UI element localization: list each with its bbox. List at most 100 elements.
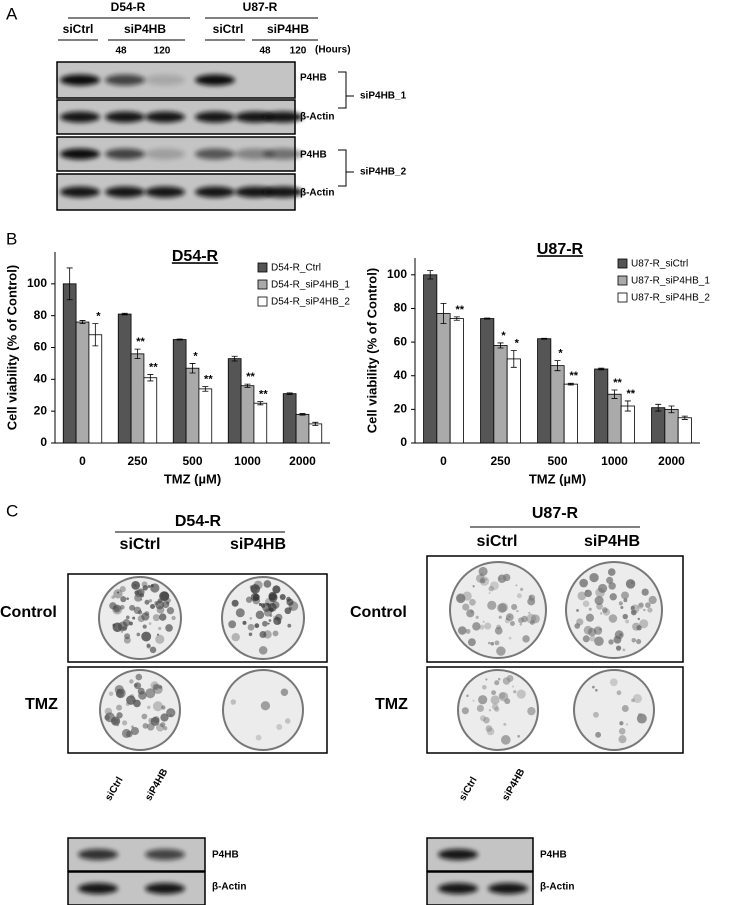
colony [480, 578, 486, 584]
colony [609, 593, 617, 601]
colony [636, 625, 642, 631]
significance: * [501, 330, 506, 342]
panel-label: C [6, 501, 18, 520]
y-tick-label: 100 [27, 276, 47, 290]
colony [126, 597, 129, 600]
colony [279, 593, 286, 600]
colony [260, 701, 271, 711]
significance: ** [204, 373, 213, 385]
colony [518, 617, 524, 624]
blot-band [438, 883, 478, 894]
colony [487, 600, 497, 610]
significance: ** [136, 336, 145, 348]
blot-label: β-Actin [300, 188, 334, 199]
colony [284, 607, 292, 615]
legend-label: D54-R_Ctrl [271, 263, 321, 274]
error-bar [681, 415, 688, 420]
colony [637, 712, 642, 717]
y-tick-label: 40 [34, 372, 48, 386]
colony [150, 604, 156, 610]
colony [111, 595, 115, 599]
colony [147, 585, 151, 588]
y-tick-label: 60 [394, 334, 408, 348]
colony [148, 599, 153, 603]
colony [508, 636, 512, 640]
colony [498, 602, 509, 612]
bar [651, 407, 666, 444]
colony [488, 585, 494, 592]
significance: ** [456, 304, 465, 316]
colony [122, 627, 125, 630]
error-bar [121, 312, 128, 316]
colony [131, 725, 134, 728]
bar [677, 417, 692, 444]
cell-line: U87-R [243, 0, 278, 14]
plate [573, 669, 655, 751]
y-tick-label: 80 [34, 308, 48, 322]
colony [147, 705, 151, 710]
error-bar [624, 400, 631, 412]
blot-band [105, 111, 145, 123]
x-tick-label: 500 [182, 454, 202, 468]
error-bar [440, 303, 447, 324]
legend-label: U87-R_siP4HB_1 [631, 276, 710, 287]
colony [154, 601, 159, 606]
bar [198, 388, 213, 444]
colony [522, 635, 530, 643]
colony [158, 685, 163, 689]
y-axis-title: Cell viability (% of Control) [4, 265, 19, 430]
bar [449, 318, 464, 444]
bar [172, 339, 187, 444]
colony [625, 619, 630, 624]
colony [625, 723, 628, 726]
colony [231, 633, 240, 642]
colony [621, 591, 629, 600]
colony [255, 610, 265, 620]
blot-label: P4HB [300, 73, 327, 84]
colony [613, 635, 622, 644]
bar [506, 358, 521, 444]
colony [482, 620, 485, 623]
colony [485, 725, 493, 732]
colony [470, 609, 474, 614]
blot-label: P4HB [212, 850, 239, 861]
colony [145, 688, 156, 699]
error-bar [257, 401, 264, 406]
colony [647, 607, 653, 613]
colony [502, 677, 511, 685]
x-tick-label: 250 [127, 454, 147, 468]
blot-band [263, 148, 303, 160]
bar [62, 283, 77, 444]
colony [475, 615, 479, 619]
colony [639, 619, 649, 629]
bar [423, 274, 438, 444]
colony [595, 731, 602, 738]
colony [482, 684, 487, 690]
colony [631, 698, 635, 703]
error-bar [541, 337, 548, 340]
bar [594, 368, 609, 444]
colony [162, 600, 170, 609]
colony [120, 630, 124, 633]
colony [637, 617, 640, 621]
colony [472, 622, 481, 631]
colony [478, 695, 488, 705]
blot-band [263, 186, 303, 198]
colony [122, 625, 128, 631]
colony [149, 646, 157, 654]
error-bar [134, 348, 141, 360]
colony [490, 695, 500, 705]
colony [579, 578, 589, 588]
colony [615, 645, 622, 651]
colony [136, 632, 141, 637]
legend-swatch [617, 275, 628, 286]
colony [494, 680, 500, 686]
plate-frame [67, 666, 328, 754]
colony [242, 620, 247, 625]
blot-band [438, 849, 478, 860]
blot-band [195, 148, 235, 160]
legend-label: D54-R_siP4HB_1 [271, 280, 350, 291]
column-label: siP4HB [584, 533, 640, 550]
colony [269, 614, 273, 617]
column-label: siCtrl [120, 536, 161, 553]
